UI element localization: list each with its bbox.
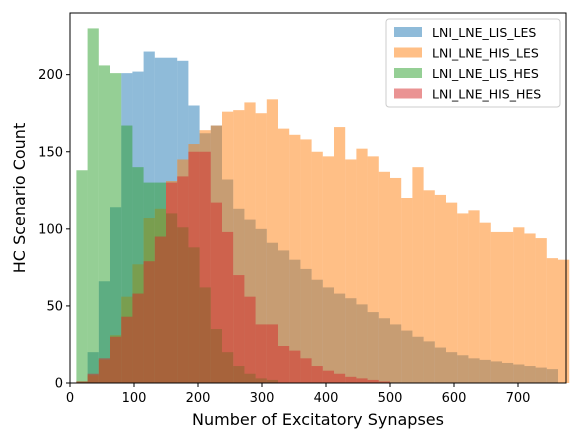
histogram-bar (255, 113, 267, 384)
x-tick-label: 400 (314, 391, 339, 406)
histogram-bar (278, 346, 290, 383)
histogram-bar (412, 167, 424, 383)
histogram-bar (76, 170, 88, 383)
histogram-bar (98, 358, 110, 383)
legend-swatch (394, 47, 422, 58)
histogram-bar (244, 102, 256, 384)
series-3-bars (76, 151, 390, 384)
y-axis-label: HC Scenario Count (10, 123, 29, 273)
histogram-bar (132, 293, 144, 383)
histogram-bar (289, 134, 301, 383)
histogram-bar (513, 227, 525, 383)
histogram-bar (289, 350, 301, 384)
histogram-bar (278, 128, 290, 384)
histogram-bar (390, 177, 402, 383)
histogram-bar (98, 65, 110, 384)
histogram-bar (401, 198, 413, 383)
histogram-bar (446, 202, 458, 384)
histogram-bar (457, 213, 469, 383)
histogram-bar (334, 127, 346, 383)
histogram-bar (154, 236, 166, 383)
histogram-bar (558, 259, 570, 383)
histogram-bar (311, 366, 323, 383)
histogram-bar (110, 73, 122, 384)
legend-box (385, 18, 561, 108)
histogram-bar (166, 182, 178, 383)
histogram-bar (233, 110, 245, 384)
histogram-bar (502, 231, 514, 383)
y-axis-ticks: 0 50 100 150 200 (38, 68, 70, 392)
histogram-bar (87, 28, 99, 383)
plot-frame (69, 12, 567, 384)
histogram-bar (490, 231, 502, 383)
histogram-bar (300, 139, 312, 383)
y-tick-label: 150 (38, 145, 63, 160)
x-tick-label: 0 (66, 391, 74, 406)
legend-label: LNI_LNE_LIS_LES (432, 25, 536, 40)
histogram-bar (311, 151, 323, 383)
histogram-bar (322, 370, 334, 383)
legend-swatch (394, 68, 422, 78)
y-tick-label: 200 (38, 68, 63, 83)
histogram-bar (188, 151, 200, 383)
legend-swatch (394, 27, 422, 37)
histogram-bar (266, 324, 278, 383)
legend-label: LNI_LNE_HIS_LES (432, 46, 539, 61)
histogram-bar (199, 151, 211, 383)
histogram-bar (255, 324, 267, 383)
histogram-bar (367, 379, 379, 383)
histogram-bar (322, 156, 334, 383)
histogram-bar (345, 159, 357, 383)
histogram-bar (546, 258, 558, 384)
histogram-bar (210, 202, 222, 384)
histogram-bar (266, 99, 278, 383)
histogram-bar (222, 231, 234, 383)
x-tick-label: 600 (442, 391, 467, 406)
histogram-bar (479, 222, 491, 383)
histogram-bar (535, 238, 547, 383)
histogram-bar (132, 167, 144, 383)
x-tick-label: 100 (122, 391, 147, 406)
x-tick-label: 200 (186, 391, 211, 406)
legend-label: LNI_LNE_LIS_HES (432, 66, 539, 81)
histogram-bar (423, 190, 435, 383)
x-axis-label: Number of Excitatory Synapses (192, 410, 444, 429)
x-tick-label: 300 (250, 391, 275, 406)
histogram-bar (378, 171, 390, 383)
y-tick-label: 0 (55, 377, 63, 392)
histogram-bar (177, 176, 189, 383)
histogram-bar (345, 376, 357, 383)
histogram-bar (244, 296, 256, 383)
histogram-bars (76, 28, 570, 384)
x-tick-label: 700 (506, 391, 531, 406)
histogram-bar (524, 233, 536, 383)
y-tick-label: 100 (38, 222, 63, 237)
histogram-bar (434, 194, 446, 383)
histogram-bar (356, 148, 368, 383)
legend-label: LNI_LNE_HIS_HES (432, 87, 541, 102)
histogram-bar (233, 275, 245, 383)
histogram-bar (378, 381, 390, 383)
histogram-bar (110, 336, 122, 383)
histogram-bar (367, 156, 379, 383)
histogram-bar (87, 373, 99, 383)
histogram-bar (356, 378, 368, 384)
histogram-bar (76, 381, 88, 383)
x-tick-label: 500 (378, 391, 403, 406)
histogram-bar (300, 358, 312, 383)
y-tick-label: 50 (46, 299, 63, 314)
histogram-bar (121, 125, 133, 383)
histogram-bar (143, 261, 155, 383)
legend-swatch (394, 88, 422, 99)
histogram-bar (334, 373, 346, 383)
x-axis-ticks: 0 100 200 300 400 500 600 700 (66, 383, 531, 406)
histogram-bar (468, 210, 480, 383)
histogram-bar (121, 316, 133, 383)
legend: LNI_LNE_LIS_LES LNI_LNE_HIS_LES LNI_LNE_LI… (385, 18, 561, 108)
